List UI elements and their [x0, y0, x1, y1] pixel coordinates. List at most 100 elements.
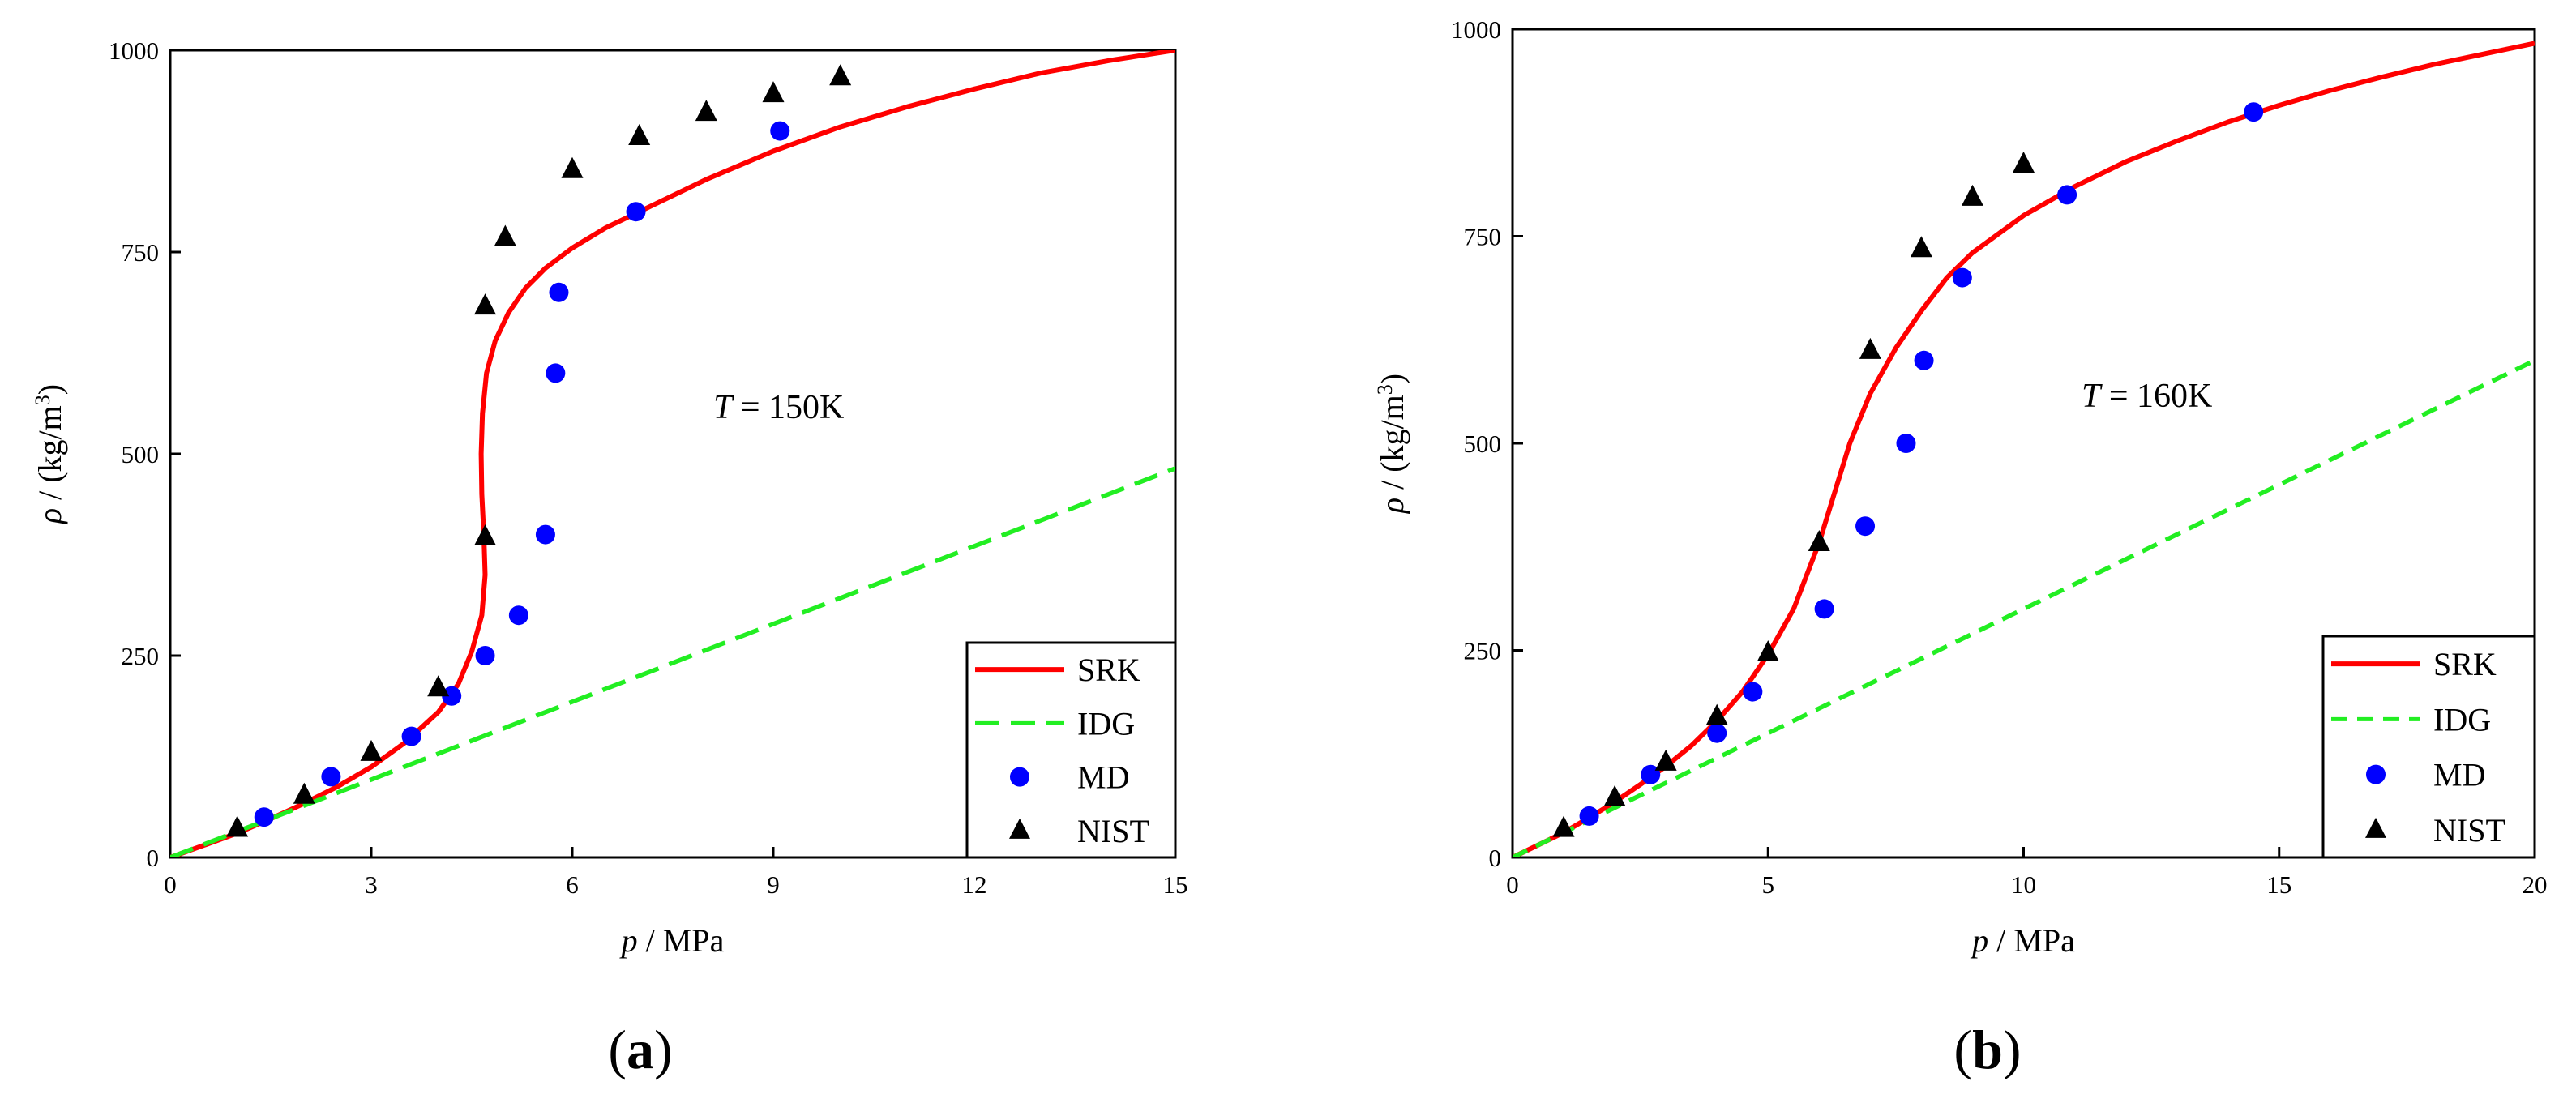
- chart-b-annotation-value: = 160K: [2100, 378, 2212, 415]
- chart-b-y-tick-label: 750: [1464, 223, 1502, 251]
- chart-a-legend-box: [965, 641, 1177, 859]
- chart-b-series-nist-point: [1961, 184, 1983, 206]
- chart-b-y-tick-label: 1000: [1451, 15, 1501, 44]
- chart-b-data: [1513, 41, 2535, 857]
- chart-a-series-md-point: [770, 121, 790, 141]
- chart-a-legend-idg-label: IDG: [1077, 705, 1135, 742]
- chart-b-x-tick-label: 5: [1762, 870, 1775, 899]
- chart-a-series-srk-line: [170, 50, 1175, 857]
- chart-a-series-nist-point: [427, 675, 450, 697]
- chart-b-series-md-point: [2057, 185, 2077, 205]
- chart-b-annotation-var: T: [2082, 378, 2103, 415]
- chart-a-series-nist-point: [829, 64, 852, 86]
- chart-a-series-idg-line: [170, 466, 1175, 857]
- chart-b-series-md-point: [1855, 516, 1876, 537]
- chart-a-y-tick-label: 1000: [109, 36, 159, 65]
- chart-a-y-tick-label: 0: [147, 844, 160, 872]
- chart-a-y-tick-label: 500: [122, 440, 160, 468]
- chart-a-series-nist-point: [360, 739, 383, 761]
- chart-a-series-md-point: [321, 767, 341, 787]
- chart-a-series-md-point: [535, 524, 555, 545]
- chart-b-series-nist-point: [1654, 749, 1677, 771]
- chart-a-y-tick-label: 250: [122, 642, 160, 670]
- chart-a-x-tick-label: 0: [164, 870, 177, 899]
- chart-b-series-nist-point: [1705, 703, 1728, 725]
- chart-b-series-md-point: [1743, 682, 1763, 702]
- chart-b-legend-box: [2321, 635, 2536, 859]
- chart-a-series-md-point: [546, 363, 566, 383]
- chart-a-legend-nist-label: NIST: [1077, 813, 1149, 849]
- chart-b-y-axis-unit-close: ): [1374, 374, 1410, 384]
- chart-b-y-tick-label: 500: [1464, 430, 1502, 458]
- chart-a-annotation-value: = 150K: [732, 389, 844, 426]
- chart-b-series-md-point: [1896, 434, 1916, 453]
- chart-b-series-idg-line: [1513, 358, 2535, 857]
- chart-b-legend-md-swatch: [2366, 764, 2386, 784]
- chart-b: 0 5 10 15 20 0 250 500 750 1000 p / MPa ρ / (kg/m3)…: [1373, 15, 2548, 1080]
- chart-b-x-tick-label: 0: [1506, 870, 1519, 899]
- chart-a-legend-md-label: MD: [1077, 759, 1129, 796]
- chart-b-series-nist-point: [1910, 236, 1932, 258]
- chart-a-y-axis-var: ρ: [32, 508, 68, 525]
- chart-a-x-tick-label: 3: [365, 870, 378, 899]
- chart-a-x-tick-label: 9: [767, 870, 780, 899]
- chart-b-y-tick-label: 250: [1464, 637, 1502, 665]
- chart-a-series-nist-point: [762, 81, 785, 103]
- chart-b-y-axis-var: ρ: [1374, 498, 1410, 515]
- chart-a-annotation-var: T: [713, 389, 734, 426]
- chart-a-x-tick-label: 12: [962, 870, 987, 899]
- chart-a-series-md-point: [254, 807, 274, 827]
- chart-a-series-md-point: [442, 686, 462, 706]
- chart-b-series-md-point: [1707, 723, 1727, 743]
- chart-b-series-srk-line: [1513, 41, 2535, 857]
- chart-a-series-nist-point: [561, 156, 584, 178]
- chart-b-legend-nist-label: NIST: [2433, 812, 2505, 849]
- chart-a-panel-label-open: (: [608, 1019, 627, 1080]
- chart-a-series-nist-point: [474, 524, 497, 545]
- chart-b-legend: SRK IDG MD NIST: [2321, 635, 2536, 859]
- chart-b-series-nist-point: [1757, 639, 1779, 661]
- chart-b-series-md-point: [1952, 267, 1972, 288]
- chart-a-panel-label-letter: a: [627, 1019, 654, 1080]
- chart-b-x-tick-label: 20: [2523, 870, 2548, 899]
- chart-a-legend-nist-swatch: [1009, 818, 1030, 839]
- chart-a-x-axis-unit: / MPa: [638, 922, 725, 959]
- chart-a-series-md-point: [475, 646, 495, 665]
- chart-a-x-axis-label: p / MPa: [619, 922, 725, 959]
- chart-a-series-nist-point: [226, 815, 249, 837]
- chart-a-series-nist-point: [474, 293, 497, 315]
- chart-b-y-axis-label: ρ / (kg/m3): [1373, 374, 1411, 515]
- chart-b-x-tick-label: 10: [2011, 870, 2036, 899]
- chart-b-series-nist-point: [1808, 530, 1830, 552]
- chart-a-y-axis-unit: / (kg/m: [32, 405, 68, 508]
- chart-a-series-nist-point: [293, 782, 315, 804]
- chart-b-panel-label-close: ): [2003, 1019, 2022, 1080]
- chart-b-legend-md-label: MD: [2433, 757, 2485, 793]
- chart-a-legend: SRK IDG MD NIST: [965, 641, 1177, 859]
- chart-a-y-tick-label: 750: [122, 238, 160, 267]
- chart-a-series-nist-point: [628, 123, 651, 145]
- chart-b-y-axis-sup: 3: [1373, 384, 1397, 395]
- chart-b-series-nist-point: [1859, 337, 1881, 359]
- chart-b-x-axis-var: p: [1970, 922, 1988, 959]
- chart-a-y-axis-sup: 3: [31, 395, 54, 405]
- chart-b-x-axis-unit: / MPa: [1988, 922, 2075, 959]
- chart-b-x-tick-label: 15: [2266, 870, 2291, 899]
- chart-b-series-nist-point: [2013, 151, 2035, 173]
- chart-a-x-tick-label: 6: [566, 870, 579, 899]
- chart-b-series-nist-point: [1603, 784, 1626, 806]
- chart-b-legend-idg-label: IDG: [2433, 701, 2491, 737]
- chart-b-legend-srk-label: SRK: [2433, 646, 2497, 682]
- chart-a-series-md-point: [508, 605, 528, 626]
- chart-b-series-nist-point: [1552, 815, 1575, 837]
- chart-b-panel-label: (b): [1953, 1019, 2021, 1080]
- chart-a-temperature-annotation: T = 150K: [713, 389, 844, 426]
- chart-b-y-axis-unit: / (kg/m: [1374, 395, 1410, 498]
- chart-b-series-md-point: [1914, 350, 1934, 370]
- chart-b-panel-label-letter: b: [1972, 1019, 2003, 1080]
- chart-a-panel-label-close: ): [654, 1019, 673, 1080]
- chart-a-y-axis-unit-close: ): [32, 384, 68, 395]
- chart-a-series-md-point: [549, 282, 569, 302]
